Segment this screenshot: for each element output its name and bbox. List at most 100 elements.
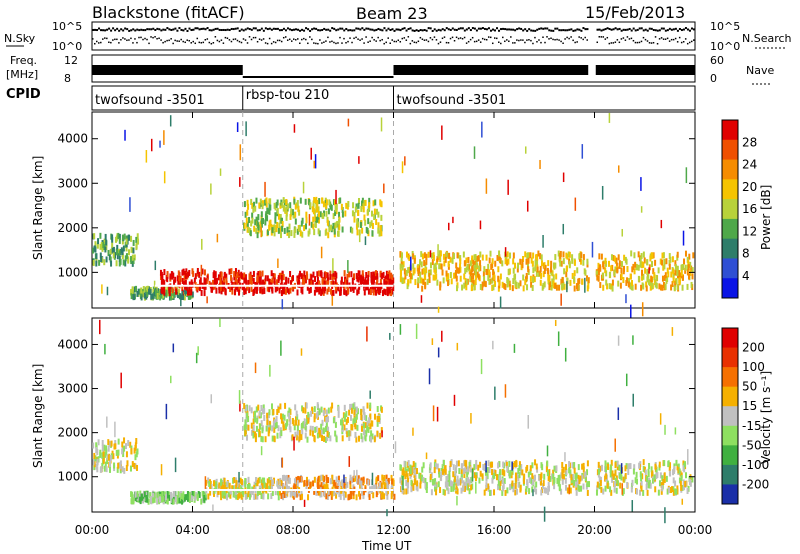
power-echo-cell	[251, 217, 254, 224]
velocity-echo-cell	[92, 442, 95, 449]
velocity-echo-cell	[162, 495, 165, 502]
velocity-echo-cell	[156, 498, 159, 505]
noise-sky-point	[439, 29, 442, 32]
velocity-scatter-cell	[664, 507, 666, 524]
noise-search-point	[556, 38, 558, 41]
noise-search-point	[236, 39, 239, 42]
velocity-echo-cell	[602, 488, 605, 495]
power-echo-cell	[233, 274, 236, 281]
noise-sky-point	[214, 27, 217, 30]
noise-sky-point	[295, 28, 298, 31]
velocity-echo-cell	[346, 481, 349, 488]
velocity-echo-cell	[615, 477, 618, 484]
noise-sky-point	[383, 27, 386, 30]
velocity-echo-cell	[586, 489, 589, 496]
power-echo-cell	[285, 199, 288, 206]
power-echo-cell	[372, 276, 375, 283]
noise-search-point	[222, 42, 225, 44]
velocity-echo-cell	[300, 493, 303, 500]
power-echo-cell	[257, 214, 260, 221]
noise-sky-point	[339, 27, 342, 30]
velocity-echo-cell	[497, 462, 500, 469]
velocity-echo-cell	[411, 465, 414, 472]
velocity-colorbar-cell	[722, 367, 738, 388]
power-scatter-cell	[314, 154, 317, 169]
power-echo-cell	[364, 199, 367, 206]
power-echo-cell	[644, 267, 647, 274]
noise-sky-point	[632, 27, 635, 30]
power-echo-cell	[689, 269, 692, 276]
power-echo-cell	[117, 232, 120, 239]
velocity-echo-cell	[526, 482, 529, 489]
velocity-echo-cell	[665, 475, 668, 482]
power-echo-cell	[257, 271, 260, 278]
noise-sky-point	[166, 27, 169, 30]
velocity-echo-cell	[558, 483, 561, 490]
velocity-echo-cell	[525, 486, 528, 493]
noise-sky-point	[664, 29, 667, 32]
velocity-echo-cell	[107, 454, 110, 461]
noise-search-point	[367, 41, 369, 43]
noise-search-point	[586, 39, 588, 41]
velocity-echo-cell	[330, 488, 333, 495]
velocity-echo-cell	[355, 436, 358, 443]
velocity-echo-cell	[599, 480, 602, 487]
velocity-echo-cell	[358, 490, 361, 497]
power-echo-cell	[256, 220, 259, 227]
power-echo-cell	[491, 258, 494, 265]
power-echo-cell	[169, 273, 172, 280]
velocity-echo-cell	[122, 451, 125, 458]
velocity-echo-cell	[196, 493, 199, 500]
power-echo-cell	[313, 229, 316, 236]
noise-sky-point	[550, 29, 553, 32]
power-echo-cell	[231, 288, 234, 295]
velocity-scatter-cell	[492, 340, 494, 350]
velocity-echo-cell	[666, 488, 669, 495]
power-echo-cell	[135, 244, 138, 251]
power-echo-cell	[535, 253, 538, 260]
power-echo-cell	[290, 230, 293, 237]
power-echo-cell	[646, 276, 649, 283]
velocity-scatter-cell	[614, 438, 616, 452]
noise-sky-point	[475, 29, 478, 32]
velocity-echo-cell	[367, 479, 370, 486]
velocity-echo-cell	[106, 454, 109, 461]
power-echo-cell	[93, 233, 96, 240]
y-tick-label: 3000	[57, 382, 88, 396]
power-echo-cell	[522, 256, 525, 263]
velocity-echo-cell	[302, 407, 305, 414]
power-echo-cell	[92, 259, 95, 266]
velocity-echo-cell	[121, 448, 124, 455]
noise-sky-point	[614, 27, 617, 30]
noise-search-point	[646, 40, 649, 42]
power-echo-cell	[376, 279, 379, 286]
velocity-echo-cell	[502, 461, 505, 468]
velocity-echo-cell	[172, 498, 175, 505]
power-echo-cell	[684, 264, 687, 271]
cpid-row: twofsound -3501 rbsp-tou 210 twofsound -35…	[91, 85, 696, 111]
power-echo-cell	[650, 261, 653, 268]
velocity-echo-cell	[399, 464, 402, 471]
power-echo-cell	[438, 263, 441, 270]
velocity-echo-cell	[254, 410, 257, 417]
velocity-echo-cell	[345, 418, 348, 425]
noise-search-point	[319, 39, 321, 41]
velocity-echo-cell	[386, 493, 389, 500]
power-echo-cell	[385, 280, 388, 287]
power-echo-cell	[220, 288, 223, 295]
velocity-echo-cell	[429, 473, 432, 480]
power-echo-cell	[681, 274, 684, 281]
power-echo-cell	[243, 277, 246, 284]
power-echo-cell	[122, 245, 125, 252]
power-echo-cell	[648, 264, 651, 271]
noise-search-point	[447, 42, 450, 44]
velocity-echo-cell	[616, 460, 619, 467]
velocity-echo-cell	[237, 484, 240, 491]
velocity-echo-cell	[226, 494, 229, 501]
noise-search-point	[419, 36, 422, 39]
power-echo-cell	[663, 258, 666, 265]
power-echo-cell	[306, 284, 309, 291]
velocity-echo-cell	[139, 498, 142, 505]
power-echo-cell	[258, 270, 261, 277]
noise-sky-point	[178, 27, 181, 30]
